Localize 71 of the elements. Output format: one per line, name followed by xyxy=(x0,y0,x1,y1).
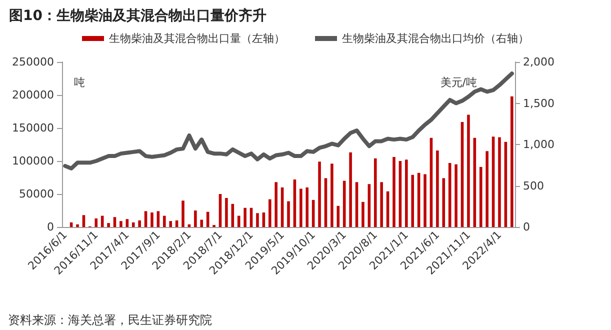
bar xyxy=(225,198,228,227)
bar xyxy=(237,216,240,227)
bar xyxy=(150,212,154,227)
y2-axis-title: 美元/吨 xyxy=(440,76,477,89)
bar xyxy=(411,174,414,227)
bar xyxy=(380,182,383,227)
legend-label: 生物柴油及其混合物出口均价（右轴） xyxy=(342,32,529,45)
bar xyxy=(156,211,160,227)
bar xyxy=(479,166,482,227)
bar xyxy=(182,200,184,227)
bar xyxy=(82,215,86,227)
y2-tick-label: 500 xyxy=(523,179,544,192)
bar xyxy=(194,210,197,227)
bar xyxy=(368,184,371,227)
bar xyxy=(460,122,464,227)
bar xyxy=(120,221,122,227)
bar xyxy=(405,160,408,227)
bar xyxy=(448,162,452,227)
bar xyxy=(300,188,302,227)
bar xyxy=(424,174,426,227)
bar xyxy=(398,161,402,227)
bar xyxy=(132,222,135,227)
bar xyxy=(113,217,116,227)
bar xyxy=(107,223,110,227)
bar xyxy=(138,220,141,227)
bar xyxy=(306,187,309,227)
chart-title: 图10：生物柴油及其混合物出口量价齐升 xyxy=(9,7,266,24)
y-tick-label: 100000 xyxy=(12,154,54,168)
bar xyxy=(76,224,79,227)
y-tick-label: 0 xyxy=(47,220,54,234)
y-tick-label: 250000 xyxy=(12,56,54,68)
bar xyxy=(287,201,290,227)
y-tick-label: 200000 xyxy=(12,88,54,102)
bar xyxy=(392,157,396,227)
bar xyxy=(355,182,358,227)
bar xyxy=(126,219,129,227)
bar xyxy=(486,151,488,227)
line-series xyxy=(63,72,514,170)
bar xyxy=(442,178,446,227)
bar xyxy=(318,162,321,227)
bar xyxy=(144,211,148,227)
y-axis-title: 吨 xyxy=(74,76,85,89)
bar xyxy=(454,164,458,227)
bar xyxy=(162,216,166,227)
legend-label: 生物柴油及其混合物出口量（左轴） xyxy=(109,32,285,45)
bar xyxy=(274,182,278,227)
bar xyxy=(330,164,334,227)
bar xyxy=(256,213,259,227)
bar xyxy=(349,152,352,227)
bar xyxy=(169,221,172,227)
bar xyxy=(510,96,514,227)
bar xyxy=(374,158,377,227)
bar xyxy=(268,199,272,227)
bar xyxy=(200,220,204,227)
bar xyxy=(498,137,501,227)
y-tick-label: 150000 xyxy=(12,122,54,134)
y2-tick-label: 1,500 xyxy=(523,96,554,110)
bar xyxy=(436,150,439,227)
bar xyxy=(467,114,470,227)
bar xyxy=(244,208,246,227)
bar xyxy=(324,178,328,227)
y-tick-label: 50000 xyxy=(19,188,54,200)
y2-tick-label: 0 xyxy=(523,220,530,234)
y2-tick-label: 2,000 xyxy=(523,56,554,68)
text: 资料来源：海关总署，民生证券研究院 xyxy=(8,313,212,327)
bar xyxy=(336,206,340,227)
bar xyxy=(362,202,364,227)
y2-tick-label: 1,000 xyxy=(523,138,554,151)
bar xyxy=(262,212,266,227)
bar xyxy=(492,136,495,227)
bar xyxy=(94,218,98,227)
